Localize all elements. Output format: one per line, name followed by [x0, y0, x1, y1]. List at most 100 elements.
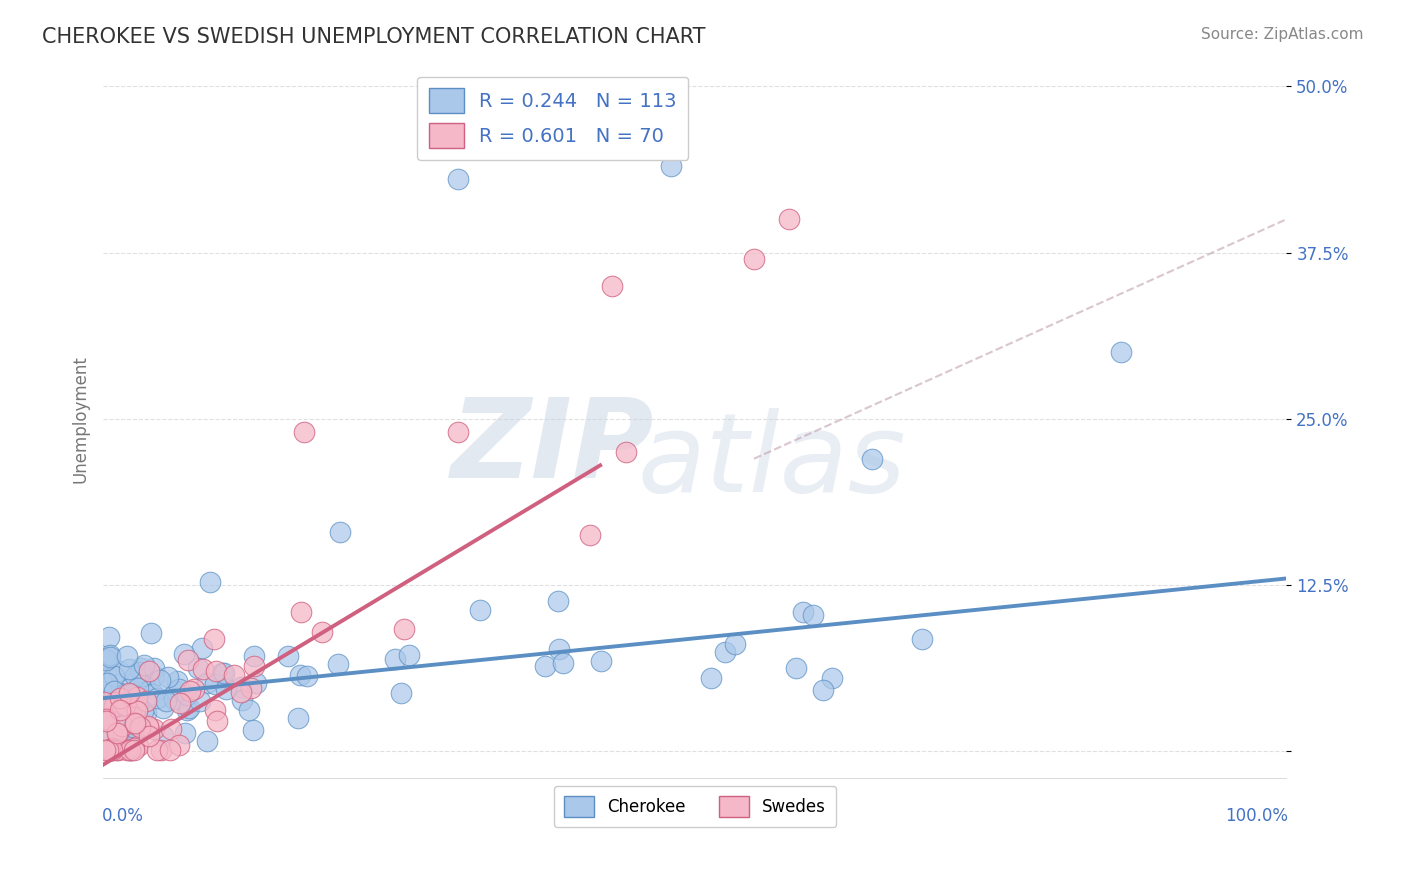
Cherokee	[115, 727, 138, 741]
Cherokee	[179, 701, 201, 715]
Cherokee	[243, 649, 266, 664]
Text: 100.0%: 100.0%	[1225, 806, 1288, 825]
Cherokee	[96, 720, 118, 734]
Cherokee	[108, 686, 131, 700]
Cherokee	[100, 743, 122, 757]
Cherokee	[277, 648, 299, 663]
Swedes	[101, 743, 124, 757]
Cherokee	[821, 671, 844, 685]
Cherokee	[115, 649, 138, 664]
Cherokee	[176, 703, 198, 717]
Swedes	[183, 681, 205, 696]
Text: CHEROKEE VS SWEDISH UNEMPLOYMENT CORRELATION CHART: CHEROKEE VS SWEDISH UNEMPLOYMENT CORRELA…	[42, 27, 706, 46]
Cherokee	[212, 665, 235, 680]
Cherokee	[96, 675, 118, 690]
Swedes	[124, 743, 146, 757]
Cherokee	[700, 671, 723, 685]
Cherokee	[129, 665, 152, 679]
Swedes	[96, 712, 118, 726]
Cherokee	[103, 684, 125, 698]
Swedes	[108, 690, 131, 705]
Swedes	[204, 664, 226, 678]
Legend: R = 0.244   N = 113, R = 0.601   N = 70: R = 0.244 N = 113, R = 0.601 N = 70	[418, 77, 689, 160]
Text: Source: ZipAtlas.com: Source: ZipAtlas.com	[1201, 27, 1364, 42]
Cherokee	[714, 645, 737, 659]
Cherokee	[108, 677, 131, 691]
Swedes	[100, 727, 122, 741]
Cherokee	[96, 652, 118, 666]
Swedes	[97, 743, 120, 757]
Cherokee	[98, 712, 121, 726]
Swedes	[159, 743, 181, 757]
Cherokee	[115, 688, 138, 702]
Cherokee	[93, 698, 115, 712]
Swedes	[103, 698, 125, 713]
Cherokee	[94, 687, 117, 701]
Swedes	[150, 743, 173, 757]
Cherokee	[398, 648, 420, 662]
Swedes	[101, 740, 124, 755]
Cherokee	[326, 657, 349, 671]
Cherokee	[98, 631, 121, 645]
Cherokee	[129, 660, 152, 674]
Swedes	[202, 632, 225, 647]
Cherokee	[145, 691, 167, 706]
Cherokee	[245, 676, 267, 690]
Cherokee	[911, 632, 934, 646]
Swedes	[292, 425, 315, 439]
Swedes	[204, 704, 226, 718]
Swedes	[600, 278, 623, 293]
Swedes	[120, 743, 142, 757]
Cherokee	[94, 693, 117, 707]
Swedes	[143, 723, 166, 737]
Cherokee	[287, 711, 309, 725]
Cherokee	[118, 687, 141, 701]
Cherokee	[811, 682, 834, 697]
Cherokee	[191, 641, 214, 656]
Swedes	[392, 622, 415, 636]
Swedes	[177, 652, 200, 666]
Cherokee	[135, 706, 157, 721]
Swedes	[222, 668, 245, 682]
Cherokee	[98, 650, 121, 665]
Cherokee	[187, 661, 209, 675]
Swedes	[94, 714, 117, 729]
Cherokee	[127, 699, 149, 714]
Cherokee	[132, 675, 155, 690]
Cherokee	[215, 682, 238, 697]
Text: atlas: atlas	[637, 409, 905, 516]
Cherokee	[229, 680, 252, 694]
Swedes	[122, 741, 145, 756]
Cherokee	[659, 159, 682, 173]
Cherokee	[141, 626, 163, 640]
Cherokee	[142, 687, 165, 701]
Cherokee	[103, 669, 125, 683]
Swedes	[104, 695, 127, 709]
Cherokee	[384, 652, 406, 666]
Swedes	[107, 725, 129, 739]
Cherokee	[211, 666, 233, 681]
Cherokee	[548, 641, 571, 656]
Swedes	[94, 743, 117, 757]
Cherokee	[1109, 345, 1132, 359]
Cherokee	[149, 673, 172, 688]
Cherokee	[551, 656, 574, 670]
Cherokee	[94, 650, 117, 665]
Cherokee	[785, 660, 807, 674]
Cherokee	[128, 715, 150, 730]
Swedes	[136, 721, 159, 735]
Cherokee	[534, 658, 557, 673]
Cherokee	[547, 594, 569, 608]
Cherokee	[295, 669, 318, 683]
Cherokee	[134, 657, 156, 672]
Swedes	[179, 683, 201, 698]
Cherokee	[165, 684, 187, 698]
Cherokee	[100, 698, 122, 712]
Cherokee	[124, 723, 146, 737]
Cherokee	[93, 699, 115, 714]
Cherokee	[174, 726, 197, 740]
Cherokee	[803, 608, 825, 623]
Cherokee	[167, 682, 190, 697]
Cherokee	[195, 676, 218, 690]
Swedes	[146, 743, 169, 757]
